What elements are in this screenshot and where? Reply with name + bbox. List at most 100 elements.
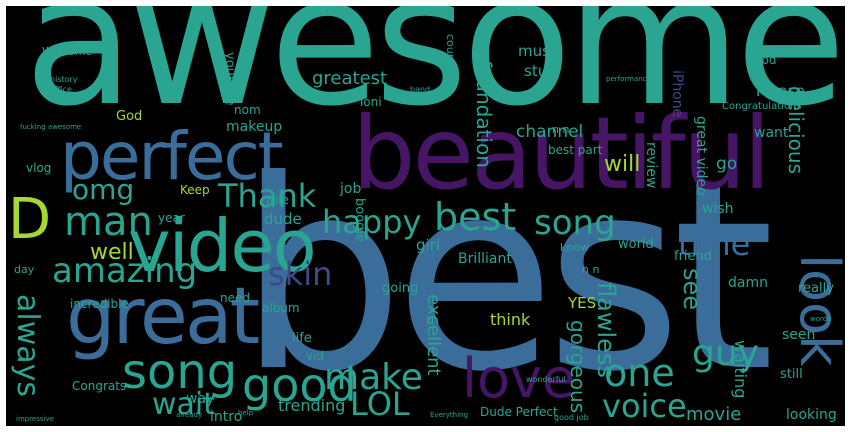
word-trending: trending: [278, 396, 346, 415]
word-go: go: [716, 154, 738, 174]
word-boogie: boogie: [352, 198, 367, 243]
word-really: really: [798, 281, 834, 296]
word-review: review: [643, 142, 659, 189]
word-music: music: [518, 42, 563, 60]
word-seen: seen: [782, 327, 816, 343]
word-Welcome: Welcome: [42, 45, 93, 58]
word-wish: wish: [702, 201, 734, 217]
word-foundation: foundation: [472, 60, 496, 168]
word-movie: movie: [686, 404, 742, 425]
word-history: history: [50, 75, 78, 84]
word-way: way: [186, 391, 215, 407]
word-nom: nom: [234, 103, 261, 117]
word-makeup: makeup: [226, 119, 283, 135]
word-impressive: impressive: [16, 415, 54, 423]
word-good-job: good job: [554, 413, 589, 422]
word-girl: girl: [416, 236, 441, 254]
word-office: office: [50, 85, 72, 94]
word-damn: damn: [728, 275, 768, 291]
word-vlog: vlog: [26, 161, 52, 175]
word-incredible: incredible: [70, 297, 129, 311]
word-waiting: waiting: [731, 340, 750, 399]
word-excellent: excellent: [423, 294, 444, 376]
word-will: will: [604, 152, 641, 177]
word-video: video: [128, 204, 317, 288]
word-year: year: [158, 211, 185, 225]
word-performance: performance: [606, 75, 651, 83]
word-gorgeous: gorgeous: [566, 320, 590, 414]
word-greatest: greatest: [312, 68, 388, 89]
word-wait: wait: [152, 387, 216, 422]
word-band: band: [410, 85, 431, 94]
word-flawless: flawless: [592, 282, 620, 378]
word-song: song: [534, 203, 616, 243]
word-intro: intro: [210, 409, 243, 425]
word-voice: voice: [602, 387, 687, 425]
word-Brilliant: Brilliant: [458, 251, 512, 267]
word-God: God: [116, 109, 143, 124]
word-Nile: Nile: [266, 193, 290, 207]
word-stuff: stuff: [524, 62, 558, 80]
word-guy: guy: [692, 333, 759, 374]
word-world: world: [618, 237, 654, 252]
word-good: good: [242, 358, 357, 412]
word-Congrats: Congrats: [72, 379, 127, 393]
word-LOL: LOL: [350, 385, 410, 423]
word-think: think: [490, 310, 531, 329]
word-great: great: [66, 272, 260, 362]
word-YES: YES: [568, 294, 597, 312]
word-time: time: [678, 225, 751, 263]
word-Everything: Everything: [430, 411, 468, 419]
word-see: see: [678, 268, 706, 311]
word-best: best: [238, 124, 775, 426]
word-words: words: [810, 315, 831, 323]
word-Keep: Keep: [180, 183, 210, 197]
word-man: man: [64, 199, 153, 245]
word-need: need: [220, 291, 250, 305]
word-iPhone: iPhone: [669, 70, 685, 118]
word-dude: dude: [264, 210, 302, 228]
word-album: album: [262, 301, 300, 315]
word-nn: n n: [552, 123, 570, 136]
word-u: u: [426, 313, 435, 328]
word-awesome: awesome: [24, 6, 845, 146]
word-beautiful: beautiful: [352, 95, 771, 212]
word-perfect: perfect: [60, 118, 284, 195]
word-always: always: [10, 294, 45, 398]
word-skin: skin: [268, 255, 333, 293]
word-life: life: [292, 331, 312, 346]
word-look: look: [788, 254, 845, 367]
word-channel: channel: [516, 122, 584, 142]
word-wonderful: wonderful: [526, 375, 566, 384]
word-already: already: [176, 411, 203, 419]
word-Congratulations: Congratulations: [722, 101, 802, 112]
word-country: country: [444, 34, 457, 77]
word-Toni: Toni: [358, 95, 382, 109]
word-Dude-Perfect: Dude Perfect: [480, 405, 558, 419]
word-nn2: n n: [582, 263, 600, 276]
word-job: job: [340, 181, 362, 197]
word-going: going: [382, 281, 419, 296]
word-day: day: [14, 263, 35, 276]
word-know: know: [560, 241, 590, 254]
word-love: love: [462, 347, 576, 410]
word-Please: Please: [756, 82, 805, 100]
word-omg: omg: [72, 173, 135, 206]
word-cloud: awesome best beautiful perfect video gre…: [6, 6, 845, 426]
word-Thank: Thank: [218, 177, 317, 215]
word-looking: looking: [786, 407, 837, 423]
word-amazing: amazing: [52, 251, 198, 291]
word-still: still: [780, 367, 803, 382]
word-vid: vid: [306, 349, 325, 363]
word-one: one: [604, 351, 675, 395]
word-youtube: youtube: [222, 52, 237, 106]
word-song2: song: [122, 344, 238, 400]
word-happy: happy: [322, 203, 422, 241]
word-best2: best: [434, 195, 517, 239]
word-fucking-awesome: fucking awesome: [20, 123, 82, 131]
word-food: food: [750, 53, 777, 67]
word-help: help: [238, 409, 254, 417]
word-best-part: best part: [548, 143, 603, 157]
word-make: make: [324, 357, 423, 398]
